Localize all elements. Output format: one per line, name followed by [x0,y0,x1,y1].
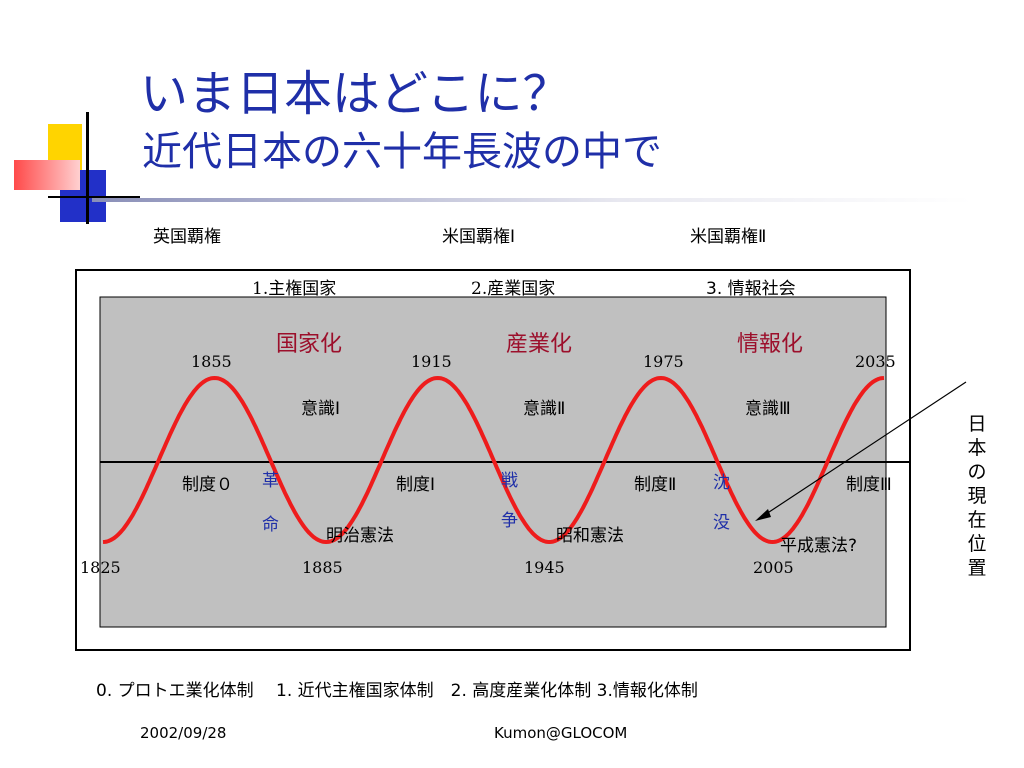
current-position-arrowhead [755,509,771,521]
consciousness-label: 意識Ⅰ [301,399,341,419]
slide-title: いま日本はどこに？ [140,66,571,122]
trough-year: 1885 [302,558,343,577]
consciousness-label: 意識Ⅱ [523,399,566,419]
institution-label: 制度Ⅱ [634,475,677,495]
constitution-label-meiji: 明治憲法 [326,526,394,546]
slide-subtitle: 近代日本の六十年長波の中で [142,129,662,175]
current-position-label: 日本の現在位置 [967,413,987,579]
institution-label: 制度Ⅰ [396,475,436,495]
institution-label: 制度Ⅲ [846,475,892,495]
event-label-war-top: 戦 [501,471,518,491]
trough-year: 1945 [524,558,565,577]
regime-list: 0. プロトエ業化体制 1. 近代主権国家体制 2. 高度産業化体制 3.情報化… [96,681,698,701]
current-position-arrow [759,381,967,519]
event-label-war-bottom: 争 [501,511,518,531]
consciousness-label: 意識Ⅲ [745,399,791,419]
footer-author: Kumon@GLOCOM [494,724,628,742]
peak-year: 2035 [855,352,896,371]
institution-label: 制度０ [182,475,233,495]
system-label-3: 3. 情報社会 [706,279,796,299]
phase-label-state: 国家化 [276,332,343,357]
event-label-decline-top: 沈 [713,473,730,493]
footer-date: 2002/09/28 [140,724,227,742]
wave-line [102,376,885,544]
event-label-decline-bottom: 没 [713,513,730,533]
phase-label-info: 情報化 [737,332,804,357]
hegemony-label-us-1: 米国覇権Ⅰ [442,227,516,247]
hegemony-label-uk: 英国覇権 [153,227,221,247]
hegemony-label-us-2: 米国覇権Ⅱ [690,227,767,247]
event-label-revolution-top: 革 [262,471,279,491]
system-label-2: 2.産業国家 [471,279,556,299]
system-label-1: 1.主権国家 [252,279,337,299]
peak-year: 1915 [411,352,452,371]
peak-year: 1855 [191,352,232,371]
event-label-revolution-bottom: 命 [262,515,279,535]
trough-year: 1825 [80,558,121,577]
constitution-label-showa: 昭和憲法 [556,526,624,546]
trough-year: 2005 [753,558,794,577]
peak-year: 1975 [643,352,684,371]
constitution-label-heisei: 平成憲法? [780,536,858,556]
phase-label-industry: 産業化 [506,332,573,357]
